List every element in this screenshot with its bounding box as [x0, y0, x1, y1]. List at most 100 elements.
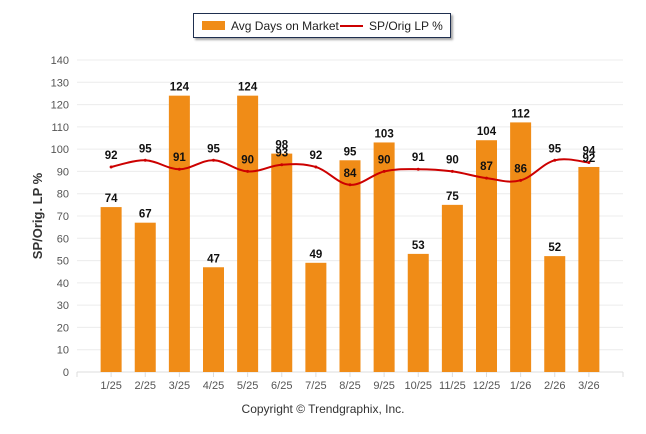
- line-point[interactable]: [246, 169, 250, 173]
- bar-data-label: 98: [275, 140, 288, 152]
- y-tick-label: 110: [51, 122, 69, 134]
- line-data-label: 84: [344, 168, 357, 180]
- line-data-label: 94: [582, 146, 595, 158]
- bar[interactable]: [510, 122, 532, 373]
- bar[interactable]: [271, 153, 293, 372]
- line-data-label: 91: [412, 152, 425, 164]
- y-axis-ticks: 0 10 20 30 40 50 60 70 80 90 100 110 120 130 140: [51, 55, 69, 379]
- x-tick-label: 8/25: [339, 380, 360, 392]
- line-point[interactable]: [382, 169, 386, 173]
- bar[interactable]: [168, 95, 190, 373]
- bar-data-label: 92: [582, 153, 595, 165]
- x-tick-label: 3/25: [169, 380, 190, 392]
- line-point[interactable]: [416, 167, 420, 171]
- bar[interactable]: [476, 140, 497, 372]
- copyright-text: Copyright © Trendgraphix, Inc.: [241, 402, 405, 416]
- y-tick-label: 20: [57, 322, 69, 334]
- line-data-label: 86: [514, 163, 527, 175]
- bar-data-label: 103: [375, 128, 394, 140]
- line-data-label: 92: [105, 150, 118, 162]
- y-tick-label: 130: [51, 77, 69, 89]
- x-tick-label: 11/25: [439, 380, 466, 392]
- line-point[interactable]: [280, 163, 284, 167]
- y-tick-label: 10: [57, 345, 69, 357]
- legend-label: SP/Orig LP %: [369, 18, 443, 33]
- x-tick-label: 2/26: [544, 380, 565, 392]
- data-labels: 74 67 124 47 124 98 49 95 103 53 75 104 112 52 92 92 95 9…: [105, 82, 596, 266]
- bar-data-label: 112: [511, 108, 530, 120]
- x-tick-label: 7/25: [305, 380, 326, 392]
- bar[interactable]: [339, 160, 361, 372]
- x-tick-label: 12/25: [473, 380, 501, 392]
- y-tick-label: 70: [57, 211, 69, 223]
- bar[interactable]: [544, 256, 566, 372]
- bar[interactable]: [373, 142, 395, 372]
- bar[interactable]: [134, 222, 156, 372]
- line-data-label: 90: [446, 154, 459, 166]
- line-point[interactable]: [109, 165, 113, 169]
- legend-item-avg-days[interactable]: Avg Days on Market: [202, 14, 339, 37]
- bar-data-label: 124: [170, 82, 190, 94]
- y-axis-title: SP/Orig. LP %: [30, 172, 45, 259]
- y-tick-label: 90: [57, 166, 69, 178]
- line-point[interactable]: [348, 183, 352, 187]
- bar-data-label: 124: [238, 82, 258, 94]
- line-data-label: 87: [480, 161, 493, 173]
- bar[interactable]: [203, 267, 224, 372]
- x-tick-label: 5/25: [237, 380, 258, 392]
- legend-swatch-bar: [202, 21, 225, 30]
- line-point[interactable]: [587, 161, 591, 165]
- y-tick-label: 50: [57, 256, 69, 268]
- line-point[interactable]: [519, 178, 523, 182]
- legend-label: Avg Days on Market: [231, 18, 339, 33]
- line-data-label: 91: [173, 152, 186, 164]
- y-tick-label: 60: [57, 233, 69, 245]
- bar[interactable]: [578, 166, 600, 372]
- line-data-label: 90: [378, 154, 391, 166]
- bar[interactable]: [237, 95, 259, 373]
- bar-data-label: 75: [446, 191, 459, 203]
- line-point[interactable]: [143, 158, 147, 162]
- line-data-label: 93: [275, 148, 288, 160]
- x-tick-label: 1/25: [100, 380, 121, 392]
- y-tick-label: 80: [57, 189, 69, 201]
- line-data-label: 95: [548, 143, 561, 155]
- legend-swatch-line: [340, 24, 363, 27]
- line-point[interactable]: [314, 165, 318, 169]
- x-tick-label: 9/25: [373, 380, 394, 392]
- x-axis: 1/25 2/25 3/25 4/25 5/25 6/25 7/25 8/25 9/25 10/2…: [76, 372, 624, 392]
- bar[interactable]: [305, 262, 327, 372]
- line-data-label: 95: [139, 143, 152, 155]
- line-point[interactable]: [553, 158, 557, 162]
- y-tick-label: 30: [57, 300, 69, 312]
- legend-item-sp-orig-lp[interactable]: SP/Orig LP %: [340, 14, 443, 37]
- bar[interactable]: [441, 204, 463, 372]
- bar-data-label: 104: [477, 126, 497, 138]
- bar-series: [100, 95, 600, 373]
- x-tick-label: 2/25: [135, 380, 156, 392]
- bar-data-label: 47: [207, 253, 220, 265]
- x-tick-label: 4/25: [203, 380, 224, 392]
- bar-data-label: 74: [105, 193, 118, 205]
- y-tick-label: 140: [51, 55, 69, 67]
- bar-data-label: 95: [344, 146, 357, 158]
- bar-data-label: 67: [139, 209, 152, 221]
- line-point[interactable]: [450, 169, 454, 173]
- bar[interactable]: [407, 253, 429, 372]
- line-series: [109, 158, 591, 187]
- x-tick-label: 10/25: [404, 380, 432, 392]
- y-tick-label: 0: [63, 367, 69, 379]
- bar-data-label: 52: [548, 242, 561, 254]
- y-tick-label: 100: [51, 144, 69, 156]
- line-data-label: 90: [241, 154, 254, 166]
- line-point[interactable]: [177, 167, 181, 171]
- line-data-label: 95: [207, 143, 220, 155]
- bar-data-label: 53: [412, 240, 425, 252]
- bar[interactable]: [100, 207, 122, 372]
- x-tick-label: 6/25: [271, 380, 292, 392]
- line-point[interactable]: [212, 158, 215, 162]
- line-data-label: 92: [309, 150, 322, 162]
- line-point[interactable]: [485, 176, 488, 180]
- x-tick-label: 1/26: [510, 380, 531, 392]
